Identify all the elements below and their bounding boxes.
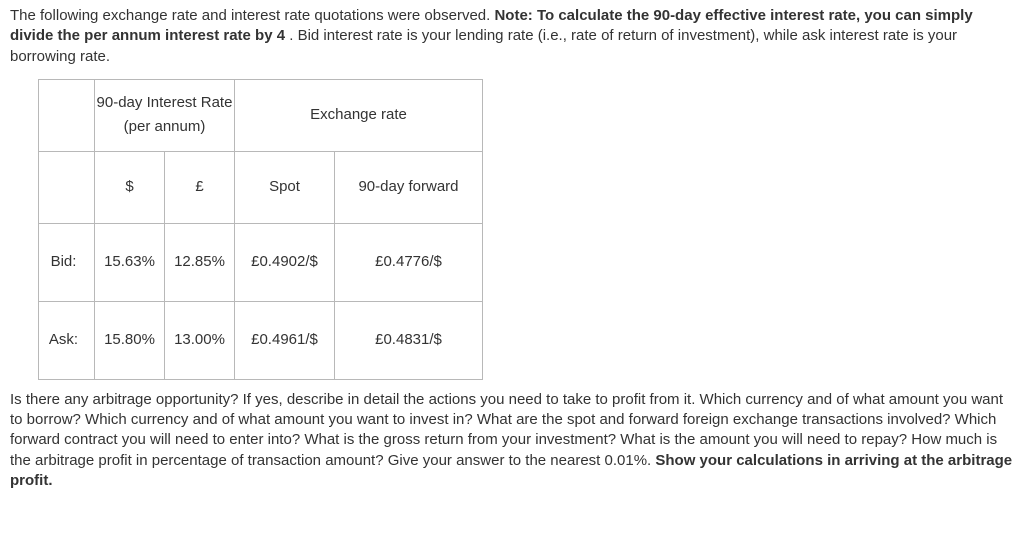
question-paragraph: Is there any arbitrage opportunity? If y… xyxy=(10,390,1014,491)
bid-usd-cell: 15.63% xyxy=(95,223,165,301)
bid-row: Bid: 15.63% 12.85% £0.4902/$ £0.4776/$ xyxy=(39,223,483,301)
ask-usd-cell: 15.80% xyxy=(95,301,165,379)
interest-rate-header-line2: (per annum) xyxy=(95,115,234,139)
blank-header-cell xyxy=(39,79,95,151)
intro-paragraph: The following exchange rate and interest… xyxy=(10,6,1014,67)
ask-row: Ask: 15.80% 13.00% £0.4961/$ £0.4831/$ xyxy=(39,301,483,379)
spot-column-header: Spot xyxy=(235,151,335,223)
bid-spot-cell: £0.4902/$ xyxy=(235,223,335,301)
ask-forward-cell: £0.4831/$ xyxy=(335,301,483,379)
gbp-column-header: £ xyxy=(165,151,235,223)
bid-label: Bid: xyxy=(39,223,95,301)
usd-column-header: $ xyxy=(95,151,165,223)
ask-spot-cell: £0.4961/$ xyxy=(235,301,335,379)
blank-subheader-cell xyxy=(39,151,95,223)
header-row-1: 90-day Interest Rate (per annum) Exchang… xyxy=(39,79,483,151)
rates-table: 90-day Interest Rate (per annum) Exchang… xyxy=(38,79,483,380)
header-row-2: $ £ Spot 90-day forward xyxy=(39,151,483,223)
interest-rate-header: 90-day Interest Rate (per annum) xyxy=(95,79,235,151)
interest-rate-header-line1: 90-day Interest Rate xyxy=(95,91,234,115)
intro-text-1: The following exchange rate and interest… xyxy=(10,7,494,24)
ask-label: Ask: xyxy=(39,301,95,379)
bid-forward-cell: £0.4776/$ xyxy=(335,223,483,301)
ask-gbp-cell: 13.00% xyxy=(165,301,235,379)
exchange-rate-header: Exchange rate xyxy=(235,79,483,151)
bid-gbp-cell: 12.85% xyxy=(165,223,235,301)
forward-column-header: 90-day forward xyxy=(335,151,483,223)
page: The following exchange rate and interest… xyxy=(0,0,1024,497)
